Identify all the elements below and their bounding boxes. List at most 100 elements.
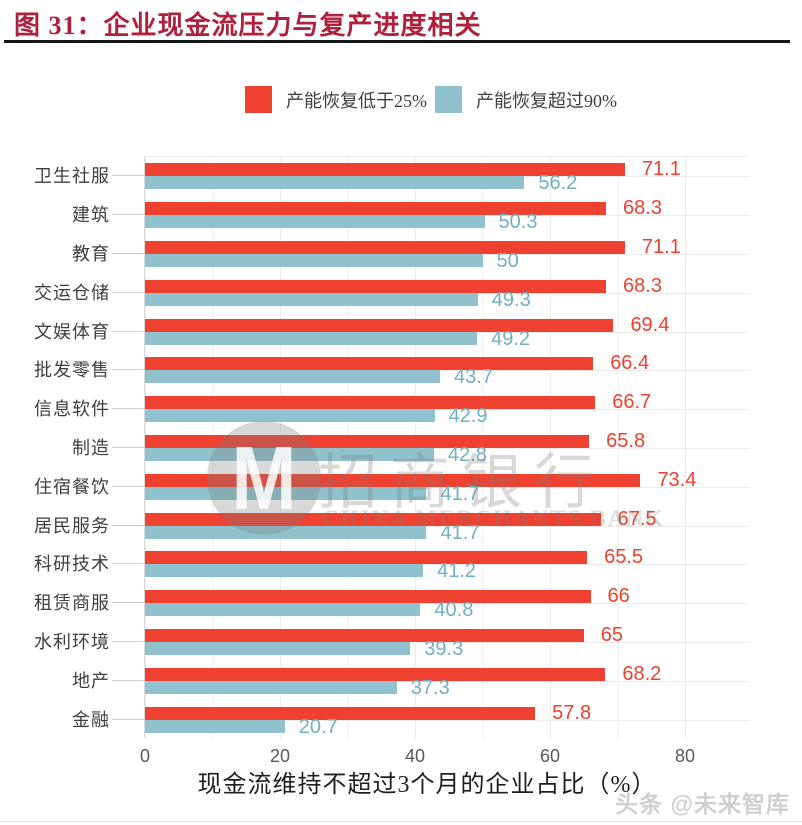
category-label: 制造 (72, 437, 110, 458)
category-label: 卫生社服 (34, 166, 110, 187)
title-underline (4, 40, 790, 43)
bar-recovery-above-90 (145, 176, 525, 190)
value-label-below-25: 68.2 (622, 662, 662, 685)
y-axis-tick (112, 679, 145, 681)
category-label: 水利环境 (34, 631, 110, 652)
bar-recovery-below-25 (145, 318, 614, 332)
bar-recovery-above-90 (145, 525, 427, 539)
value-label-below-25: 66 (607, 585, 630, 608)
value-label-above-90: 49.3 (491, 288, 531, 311)
bar-recovery-below-25 (145, 396, 596, 410)
y-axis-labels: 卫生社服 建筑 教育 交运仓储 文娱体育 批发零售 信息软件 制造 住宿餐饮 居民服务 科研技术 租赁… (0, 156, 110, 738)
bar-recovery-above-90 (145, 331, 478, 345)
value-label-above-90: 39.3 (424, 637, 464, 660)
bar-recovery-above-90 (145, 447, 434, 461)
bar-recovery-above-90 (145, 409, 435, 423)
bar-recovery-below-25 (145, 240, 625, 254)
x-axis-ticks: 0 20 40 60 80 (0, 746, 802, 766)
y-axis-tick (112, 253, 145, 254)
value-label-below-25: 65 (600, 623, 623, 646)
category-label: 教育 (72, 243, 110, 264)
value-label-below-25: 69.4 (630, 313, 670, 336)
bar-recovery-below-25 (145, 628, 584, 642)
chart-row: 68.2 37.3 (145, 661, 749, 700)
y-axis-tick (112, 369, 145, 371)
bar-recovery-above-90 (145, 370, 440, 384)
x-axis-tick-label: 20 (269, 746, 291, 766)
chart-row: 67.5 41.7 (145, 506, 749, 545)
bar-recovery-above-90 (145, 564, 424, 578)
bar-recovery-below-25 (145, 667, 606, 681)
value-label-below-25: 68.3 (623, 197, 662, 220)
bar-recovery-above-90 (145, 680, 397, 694)
x-axis-title: 现金流维持不超过3个月的企业占比（%） (197, 772, 657, 798)
bar-recovery-below-25 (145, 473, 641, 487)
legend-swatch-low-recovery (245, 86, 272, 113)
y-axis-tick (112, 291, 145, 293)
value-label-above-90: 20.7 (298, 715, 338, 738)
y-axis-tick (112, 602, 145, 604)
value-label-above-90: 42.8 (447, 443, 487, 466)
category-label: 居民服务 (34, 515, 110, 536)
y-axis-tick (112, 563, 145, 565)
category-label: 科研技术 (34, 554, 110, 575)
chart-row: 73.4 41.7 (145, 467, 749, 506)
x-axis-tick-label: 40 (404, 746, 426, 766)
chart-row: 66.7 42.9 (145, 390, 749, 429)
value-label-below-25: 65.8 (606, 429, 646, 452)
category-label: 金融 (72, 709, 110, 730)
value-label-below-25: 68.3 (623, 274, 662, 297)
y-axis-tick (112, 330, 145, 332)
category-label: 建筑 (72, 205, 110, 226)
bottom-divider (0, 821, 802, 822)
chart-row: 66.4 43.7 (145, 351, 749, 390)
chart-row: 68.3 50.3 (145, 196, 749, 235)
value-label-above-90: 40.8 (434, 599, 474, 622)
chart-row: 71.1 56.2 (145, 157, 749, 196)
chart-row: 57.8 20.7 (145, 700, 749, 739)
value-label-below-25: 65.5 (604, 546, 644, 569)
y-axis-tick (112, 175, 145, 177)
y-axis-tick (112, 447, 145, 448)
bar-recovery-above-90 (145, 253, 483, 267)
bar-recovery-below-25 (145, 279, 607, 293)
value-label-below-25: 73.4 (657, 468, 697, 491)
value-label-below-25: 66.4 (610, 352, 650, 375)
x-axis-tick-label: 60 (539, 746, 561, 766)
value-label-above-90: 41.7 (440, 521, 480, 544)
value-label-below-25: 67.5 (617, 507, 657, 530)
x-axis-tick-label: 0 (139, 746, 150, 766)
bar-recovery-above-90 (145, 603, 421, 617)
category-label: 交运仓储 (34, 282, 110, 303)
bar-recovery-above-90 (145, 719, 285, 733)
bar-recovery-above-90 (145, 641, 411, 655)
y-axis-tick (112, 524, 145, 526)
bar-recovery-above-90 (145, 486, 427, 500)
bar-recovery-below-25 (145, 551, 588, 565)
bar-recovery-below-25 (145, 357, 594, 371)
value-label-above-90: 56.2 (538, 172, 578, 195)
bar-recovery-below-25 (145, 706, 536, 720)
bar-recovery-below-25 (145, 434, 590, 448)
value-label-below-25: 71.1 (641, 235, 681, 258)
value-label-above-90: 43.7 (453, 366, 493, 389)
bar-recovery-below-25 (145, 512, 601, 526)
bar-recovery-above-90 (145, 215, 485, 229)
value-label-below-25: 71.1 (641, 158, 681, 181)
value-label-above-90: 41.7 (440, 482, 480, 505)
category-label: 信息软件 (34, 399, 110, 420)
legend-label-high-recovery: 产能恢复超过90% (476, 90, 617, 111)
value-label-below-25: 66.7 (612, 391, 652, 414)
y-axis-tick (112, 718, 145, 720)
chart-legend: 产能恢复低于25% 产能恢复超过90% (245, 86, 625, 113)
category-label: 批发零售 (34, 360, 110, 381)
chart-row: 69.4 49.2 (145, 312, 749, 351)
y-axis-tick (112, 485, 145, 487)
source-credit: 头条 @未来智库 (615, 791, 790, 817)
category-label: 文娱体育 (34, 321, 110, 342)
plot-area: 71.1 56.2 68.3 50.3 71.1 50 68.3 49.3 69.4 49.2 66… (145, 156, 749, 739)
value-label-above-90: 41.2 (437, 560, 477, 583)
y-axis-tick (112, 214, 145, 216)
bar-recovery-below-25 (145, 590, 591, 604)
